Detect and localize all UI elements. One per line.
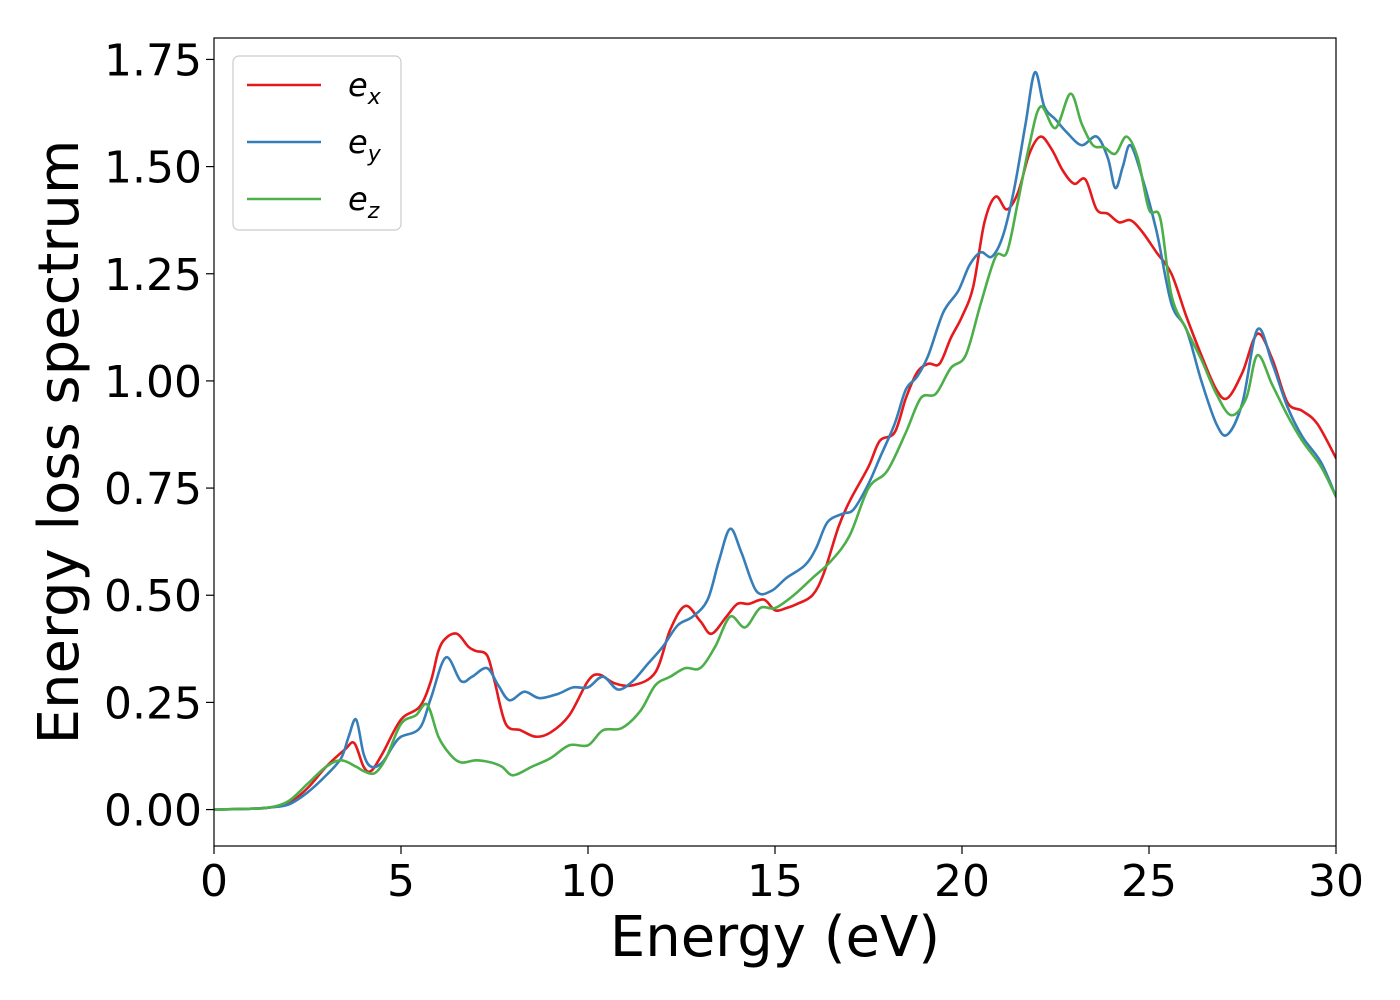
series-line-e_z xyxy=(214,92,1336,811)
y-axis-label: Energy loss spectrum xyxy=(27,140,92,745)
x-tick-label: 30 xyxy=(1308,856,1364,907)
legend-label-e_y: ey xyxy=(348,123,382,167)
y-tick-label: 1.25 xyxy=(104,250,202,301)
series-line-e_y xyxy=(214,70,1336,811)
x-axis-label: Energy (eV) xyxy=(610,905,940,970)
y-tick-label: 0.50 xyxy=(104,571,202,622)
x-tick-label: 25 xyxy=(1121,856,1177,907)
plot-lines xyxy=(214,70,1336,811)
x-tick-label: 20 xyxy=(934,856,990,907)
y-tick-label: 1.00 xyxy=(104,357,202,408)
x-tick-label: 15 xyxy=(747,856,803,907)
series-line-e_x xyxy=(214,135,1336,811)
x-tick-label: 10 xyxy=(560,856,616,907)
x-tick-label: 5 xyxy=(387,856,415,907)
y-tick-label: 0.00 xyxy=(104,786,202,837)
x-tick-label: 0 xyxy=(200,856,228,907)
x-axis: 0 5 10 15 20 25 30 xyxy=(200,846,1364,907)
legend-label-e_x: ex xyxy=(348,66,382,110)
y-axis: 0.00 0.25 0.50 0.75 1.00 1.25 1.50 1.75 xyxy=(104,35,214,837)
y-tick-label: 1.75 xyxy=(104,35,202,86)
y-tick-label: 0.75 xyxy=(104,464,202,515)
y-tick-label: 0.25 xyxy=(104,678,202,729)
y-tick-label: 1.50 xyxy=(104,143,202,194)
